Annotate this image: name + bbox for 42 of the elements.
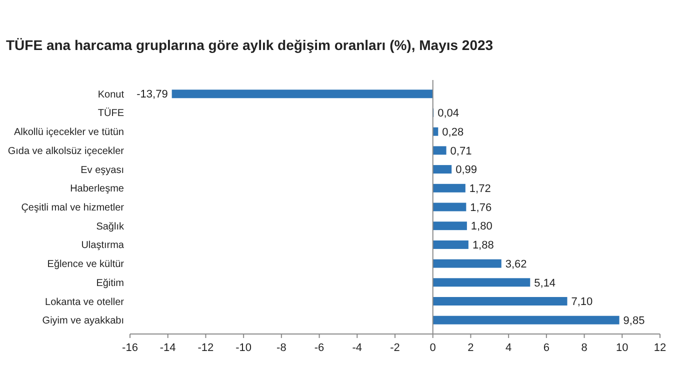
data-label: 0,28 [442, 126, 464, 138]
y-tick-label: Gıda ve alkolsüz içecekler [8, 146, 125, 157]
x-tick-label: 0 [430, 342, 436, 354]
x-tick-label: 2 [468, 342, 474, 354]
x-tick-label: 12 [654, 342, 666, 354]
x-tick-label: 4 [506, 342, 512, 354]
data-label: 3,62 [505, 258, 527, 270]
data-label: 0,71 [450, 145, 472, 158]
data-label: -13,79 [136, 88, 168, 101]
data-label: 5,14 [534, 277, 556, 290]
x-tick-label: -8 [276, 342, 286, 354]
y-tick-label: Sağlık [96, 221, 125, 232]
x-tick-label: -4 [352, 342, 362, 354]
y-tick-label: Konut [98, 89, 124, 100]
y-tick-label: Çeşitli mal ve hizmetler [21, 202, 125, 214]
data-label: 1,80 [470, 220, 492, 233]
y-tick-label: Haberleşme [70, 184, 124, 195]
x-tick-label: -12 [198, 342, 214, 354]
x-tick-label: -2 [390, 342, 400, 354]
x-tick-label: -16 [122, 342, 138, 354]
data-label: 7,10 [571, 296, 593, 308]
y-tick-label: Ulaştırma [81, 240, 124, 252]
x-tick-label: -10 [236, 342, 252, 354]
y-tick-label: Giyim ve ayakkabı [42, 316, 124, 327]
y-tick-label: Eğitim [96, 278, 124, 289]
x-tick-label: 6 [543, 342, 550, 354]
x-tick-label: 8 [581, 342, 588, 354]
y-tick-label: TÜFE [98, 107, 124, 120]
data-label: 0,99 [456, 164, 478, 176]
x-tick-label: -14 [160, 342, 176, 354]
data-label: 1,72 [469, 183, 491, 195]
data-label: 0,04 [438, 108, 460, 120]
data-label: 1,76 [470, 202, 492, 214]
data-label: 1,88 [472, 240, 494, 252]
x-tick-label: -6 [314, 342, 324, 354]
y-tick-label: Eğlence ve kültür [47, 259, 125, 270]
x-tick-label: 10 [616, 342, 628, 354]
chart-title: TÜFE ana harcama gruplarına göre aylık değişim oranları (%), Mayıs 2023 [6, 37, 494, 53]
y-tick-label: Alkollü içecekler ve tütün [14, 127, 124, 138]
data-label: 9,85 [623, 314, 645, 327]
y-tick-label: Lokanta ve oteller [45, 296, 125, 308]
y-tick-label: Ev eşyası [80, 164, 124, 176]
